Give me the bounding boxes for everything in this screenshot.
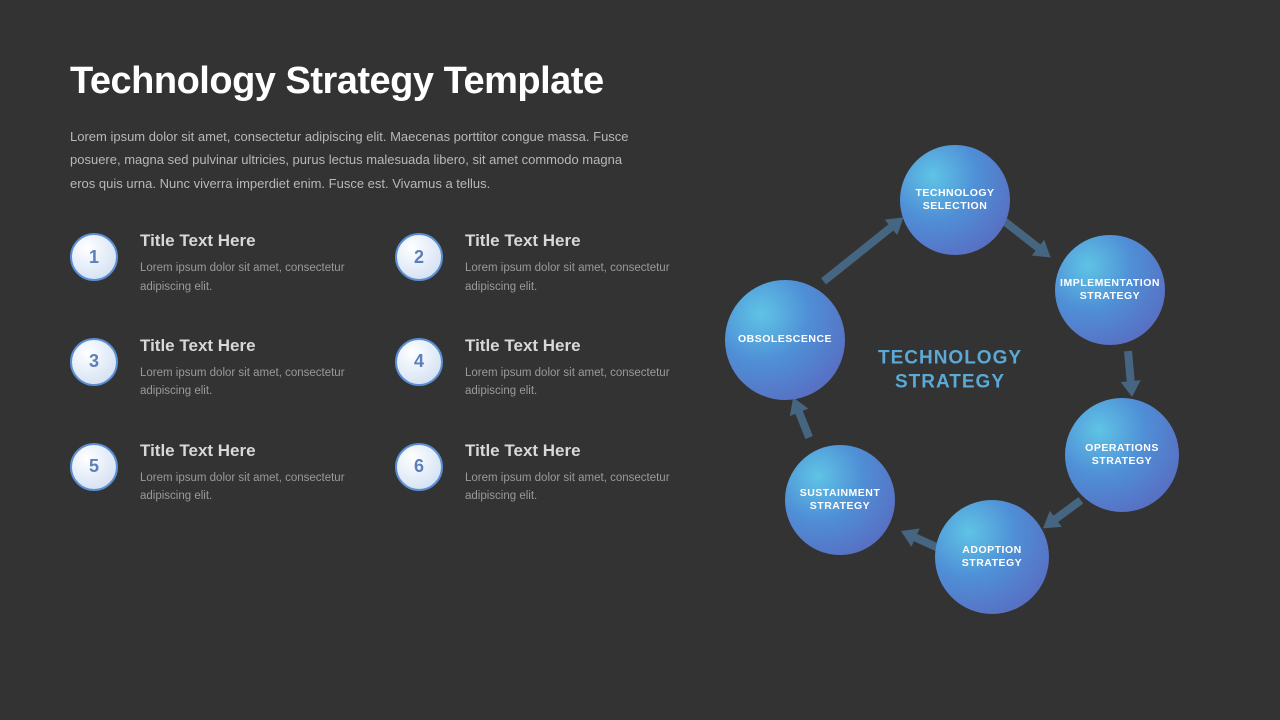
item-body: Lorem ipsum dolor sit amet, consectetur … [465,469,690,506]
item-text: Title Text Here Lorem ipsum dolor sit am… [465,231,690,296]
item-text: Title Text Here Lorem ipsum dolor sit am… [140,441,365,506]
cycle-node: SUSTAINMENT STRATEGY [785,445,895,555]
items-grid: 1 Title Text Here Lorem ipsum dolor sit … [70,231,690,505]
slide-description: Lorem ipsum dolor sit amet, consectetur … [70,125,630,195]
cycle-node: IMPLEMENTATION STRATEGY [1055,235,1165,345]
item-number-badge: 3 [70,338,118,386]
item-body: Lorem ipsum dolor sit amet, consectetur … [465,364,690,401]
item-text: Title Text Here Lorem ipsum dolor sit am… [465,441,690,506]
item-body: Lorem ipsum dolor sit amet, consectetur … [140,469,365,506]
slide: Technology Strategy Template Lorem ipsum… [0,0,1280,720]
cycle-center-line1: TECHNOLOGY [878,347,1022,368]
cycle-center-line2: STRATEGY [895,371,1005,392]
item-text: Title Text Here Lorem ipsum dolor sit am… [140,336,365,401]
item-body: Lorem ipsum dolor sit amet, consectetur … [465,259,690,296]
item-text: Title Text Here Lorem ipsum dolor sit am… [140,231,365,296]
list-item: 4 Title Text Here Lorem ipsum dolor sit … [395,336,690,401]
list-item: 2 Title Text Here Lorem ipsum dolor sit … [395,231,690,296]
list-item: 5 Title Text Here Lorem ipsum dolor sit … [70,441,365,506]
cycle-node: TECHNOLOGY SELECTION [900,145,1010,255]
cycle-center-label: TECHNOLOGY STRATEGY [878,346,1022,394]
cycle-diagram: TECHNOLOGY STRATEGY TECHNOLOGY SELECTION… [720,140,1180,600]
list-item: 1 Title Text Here Lorem ipsum dolor sit … [70,231,365,296]
cycle-node: OBSOLESCENCE [725,280,845,400]
item-number-badge: 1 [70,233,118,281]
left-column: Technology Strategy Template Lorem ipsum… [70,60,690,680]
slide-title: Technology Strategy Template [70,60,690,103]
item-body: Lorem ipsum dolor sit amet, consectetur … [140,364,365,401]
item-title: Title Text Here [465,441,690,461]
cycle-node: ADOPTION STRATEGY [935,500,1049,614]
list-item: 6 Title Text Here Lorem ipsum dolor sit … [395,441,690,506]
item-number-badge: 4 [395,338,443,386]
item-number-badge: 2 [395,233,443,281]
item-text: Title Text Here Lorem ipsum dolor sit am… [465,336,690,401]
cycle-node: OPERATIONS STRATEGY [1065,398,1179,512]
list-item: 3 Title Text Here Lorem ipsum dolor sit … [70,336,365,401]
right-column: TECHNOLOGY STRATEGY TECHNOLOGY SELECTION… [690,60,1210,680]
item-body: Lorem ipsum dolor sit amet, consectetur … [140,259,365,296]
item-title: Title Text Here [140,336,365,356]
item-title: Title Text Here [465,231,690,251]
item-title: Title Text Here [140,441,365,461]
item-number-badge: 5 [70,443,118,491]
item-number-badge: 6 [395,443,443,491]
item-title: Title Text Here [465,336,690,356]
item-title: Title Text Here [140,231,365,251]
